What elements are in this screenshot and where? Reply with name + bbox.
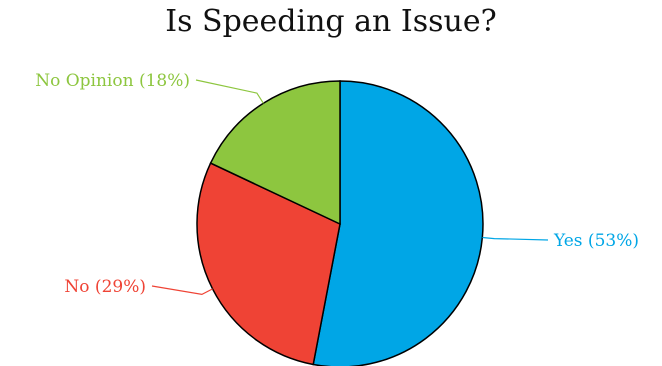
pie-slice-yes (312, 80, 484, 366)
chart-title: Is Speeding an Issue? (165, 4, 497, 39)
leader-line (151, 285, 213, 296)
pie-slice-no (196, 162, 341, 366)
slice-labels: Yes (53%) No (29%) No Opinion (18%) (35, 71, 639, 297)
leader-line (195, 79, 264, 104)
slice-label: No Opinion (18%) (35, 71, 190, 91)
slice-label: No (29%) (64, 277, 146, 297)
slice-label: Yes (53%) (553, 231, 639, 251)
leader-line (482, 236, 549, 241)
leader-lines (151, 79, 549, 296)
pie-slice-no-opinion (209, 80, 341, 226)
pie-slices (196, 80, 484, 366)
